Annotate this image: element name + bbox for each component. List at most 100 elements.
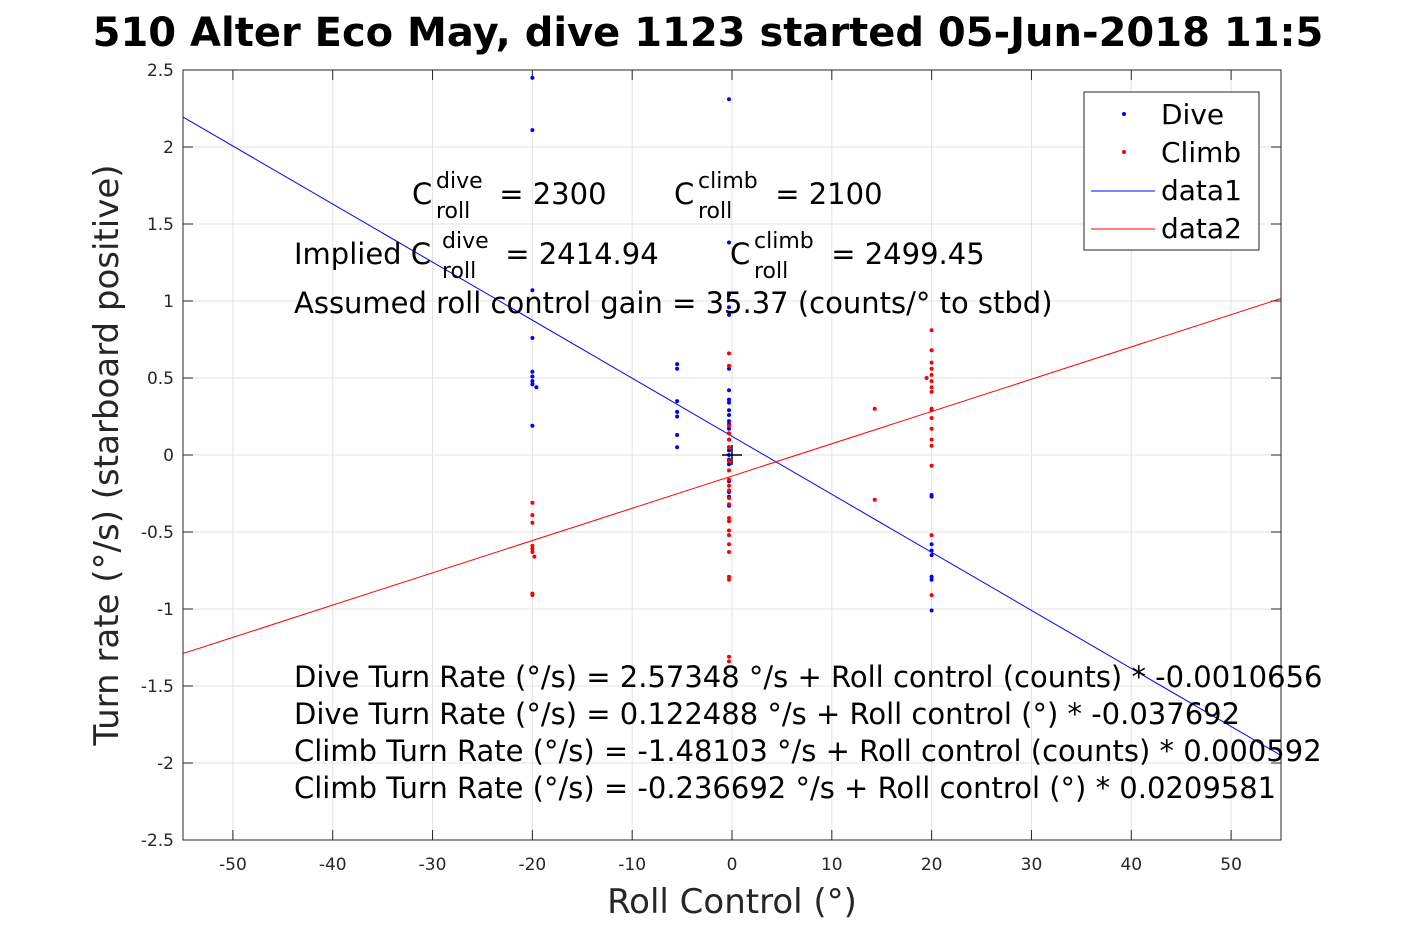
point-climb [929,443,934,448]
y-tick-label: -1 [157,600,174,620]
point-climb [929,328,934,333]
point-dive [530,423,535,428]
point-climb [727,496,731,501]
x-tick-label: 40 [1120,855,1142,875]
x-tick-label: 10 [821,855,843,875]
point-climb [532,554,537,559]
annotation-eq-climb-degrees: Climb Turn Rate (°/s) = -0.236692 °/s + … [294,771,1276,805]
point-dive [727,366,731,371]
point-climb [929,437,934,442]
data-points [530,75,934,664]
point-dive [929,494,934,499]
point-dive [727,400,731,405]
point-climb [929,385,934,390]
point-climb [929,463,934,468]
point-climb [727,577,731,582]
point-dive [929,553,934,558]
annotation-c-climb-sup: climb [698,169,758,194]
annotation-eq-dive-degrees: Dive Turn Rate (°/s) = 0.122488 °/s + Ro… [294,697,1240,731]
y-tick-label: 2.5 [147,61,174,81]
point-climb [929,366,934,371]
point-climb [530,550,535,554]
annotation-c-dive-value: = 2300 [490,177,607,211]
x-tick-label: 50 [1220,855,1242,875]
annotation-c-climb-value: = 2100 [766,177,883,211]
annotation-implied-dive-sub: roll [442,259,476,284]
y-tick-label: -2 [157,754,174,774]
x-tick-label: 20 [921,855,943,875]
annotation-eq-dive-counts: Dive Turn Rate (°/s) = 2.57348 °/s + Rol… [294,660,1322,694]
chart-title: 510 Alter Eco May, dive 1123 started 05-… [93,10,1324,56]
y-tick-label: 1 [163,292,174,312]
point-dive [929,574,934,579]
point-climb [727,468,731,473]
point-climb [727,519,731,524]
y-tick-label: -2.5 [141,831,174,851]
legend-dive-marker [1122,112,1126,116]
point-climb [727,550,731,554]
point-climb [929,408,934,413]
point-dive [530,379,535,384]
point-climb [929,416,934,420]
point-climb [530,593,535,598]
point-dive [675,409,680,414]
point-climb [929,360,934,365]
x-tick-label: -20 [518,855,546,875]
legend: Dive Climb data1 data2 [1083,91,1260,251]
point-dive [727,97,731,102]
annotation-implied-c-roll: Implied C dive roll = 2414.94 C climb ro… [294,229,985,284]
point-climb [872,406,877,411]
y-tick-label: 0.5 [147,369,174,389]
point-climb [727,445,731,450]
axes-box [182,69,1282,841]
point-climb [727,477,731,482]
point-dive [929,548,934,553]
x-tick-labels: -50 -40 -30 -20 -10 0 10 20 30 40 50 [219,855,1242,875]
point-climb [727,533,731,538]
legend-climb-label: Climb [1161,136,1241,169]
point-climb [929,426,934,431]
series-line-data2 [183,298,1281,654]
annotation-eq-climb-counts: Climb Turn Rate (°/s) = -1.48103 °/s + R… [294,734,1322,768]
point-climb [727,528,731,533]
point-dive [534,385,539,390]
point-dive [675,399,680,404]
y-tick-label: -0.5 [141,523,174,543]
point-climb [530,543,535,548]
y-tick-label: 0 [163,446,174,466]
point-dive [530,369,535,374]
x-tick-label: -40 [319,855,347,875]
point-dive [929,542,934,547]
legend-dive-label: Dive [1161,98,1224,131]
point-dive [727,413,731,417]
point-dive [530,288,535,293]
annotation-implied-climb-main: C [730,237,750,271]
point-climb [727,502,731,507]
point-dive [929,608,934,613]
point-dive [727,408,731,413]
point-dive [727,448,731,453]
point-dive [530,374,535,379]
annotation-c-climb-sub: roll [698,199,732,224]
point-climb [727,574,731,579]
point-dive [530,128,535,133]
annotation-c-dive-sub: roll [436,199,470,224]
y-tick-label: 1.5 [147,215,174,235]
annotation-implied-dive-sup: dive [442,229,489,254]
legend-box [1083,91,1260,251]
point-climb [929,379,934,384]
point-dive [929,577,934,582]
point-dive [675,414,680,419]
point-climb [727,351,731,356]
y-tick-label: -1.5 [141,677,174,697]
legend-data2-label: data2 [1161,212,1242,245]
point-climb [530,513,535,518]
center-marker [722,445,742,465]
point-climb [872,497,877,502]
point-climb [929,533,934,538]
point-climb [929,593,934,598]
series-line-data1 [183,116,1281,756]
x-tick-label: -50 [219,855,247,875]
annotation-c-dive-sup: dive [436,169,483,194]
point-dive [675,362,680,367]
